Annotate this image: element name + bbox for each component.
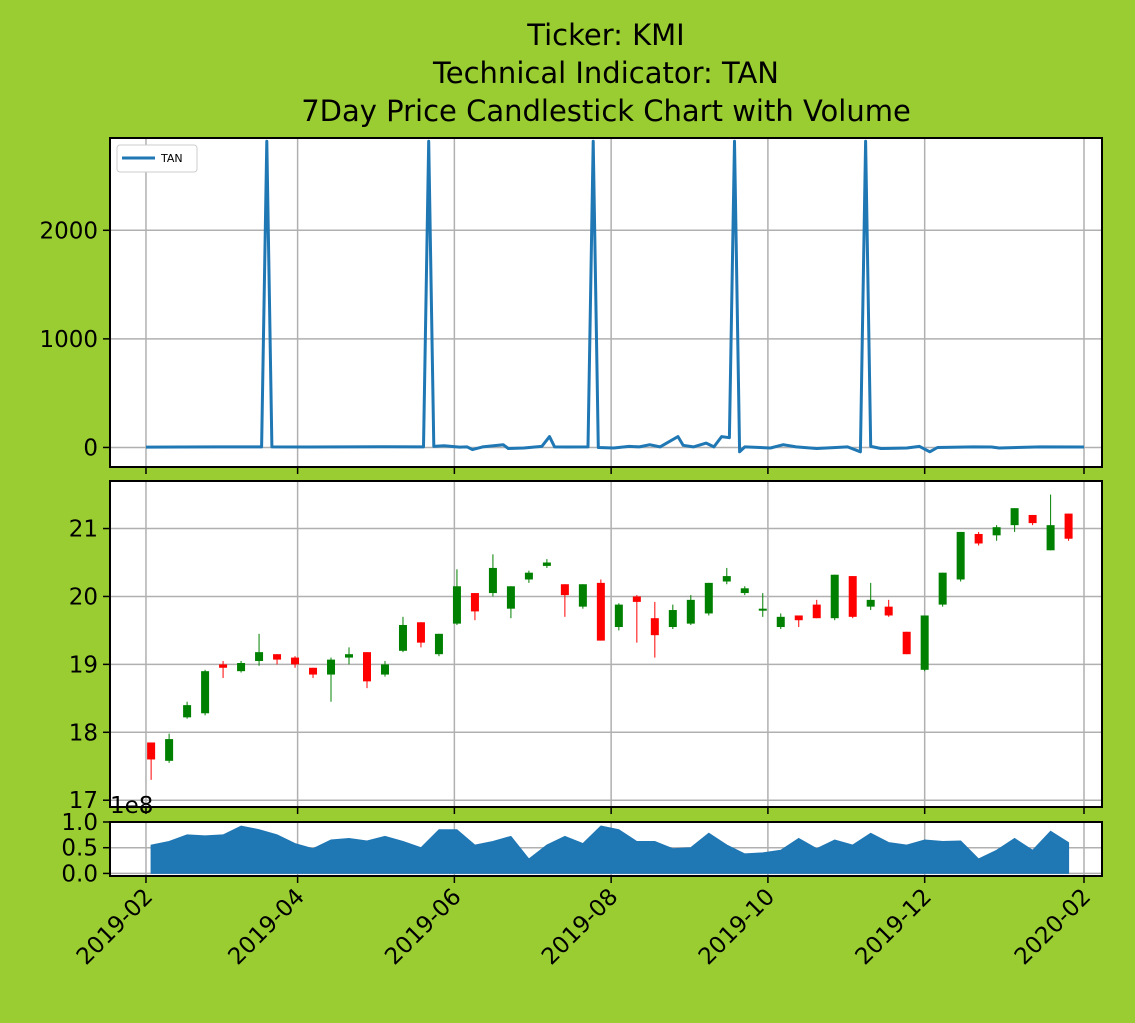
candle-body	[327, 659, 336, 675]
candle-body	[470, 593, 479, 612]
candle-body	[1028, 514, 1037, 524]
candle-body	[776, 616, 785, 628]
candle-body	[183, 705, 192, 718]
indicator-panel-background	[110, 138, 1102, 467]
candle-body	[1046, 525, 1055, 551]
candle-body	[758, 608, 767, 611]
candle-body	[920, 615, 929, 670]
price-y-tick-label: 17	[69, 788, 98, 814]
candle-body	[902, 631, 911, 655]
candle-body	[255, 652, 264, 661]
indicator-y-tick-label: 1000	[39, 327, 98, 353]
x-tick-label: 2019-04	[224, 884, 310, 970]
candle-body	[147, 742, 156, 760]
candle-body	[974, 533, 983, 544]
candle-body	[668, 610, 677, 628]
volume-y-tick-label: 0.0	[61, 861, 98, 887]
candle-body	[1010, 508, 1019, 526]
candle-body	[416, 622, 425, 643]
candle-body	[524, 572, 533, 580]
candle-body	[309, 667, 318, 675]
legend-box	[116, 144, 198, 173]
indicator-y-tick-label: 0	[83, 435, 98, 461]
indicator-panel-frame	[109, 137, 1103, 468]
chart-title-line: Ticker: KMI	[526, 18, 684, 52]
candle-body	[452, 586, 461, 624]
candle-body	[740, 588, 749, 594]
indicator-y-tick-label: 2000	[39, 218, 98, 244]
candle-body	[686, 599, 695, 624]
volume-y-tick-label: 1.0	[61, 810, 98, 836]
x-tick-label: 2019-06	[380, 884, 466, 970]
x-tick-label: 2019-02	[72, 884, 158, 970]
chart-title-line: Technical Indicator: TAN	[432, 56, 779, 90]
candle-body	[704, 582, 713, 614]
candle-body	[506, 586, 515, 609]
price-y-tick-label: 20	[69, 584, 98, 610]
candle-body	[1064, 513, 1073, 539]
candle-body	[938, 572, 947, 605]
candle-body	[398, 624, 407, 651]
candle-body	[650, 618, 659, 636]
candle-body	[201, 671, 210, 714]
candle-body	[632, 596, 641, 602]
price-y-tick-label: 19	[69, 652, 98, 678]
candle-body	[362, 652, 371, 682]
candle-body	[488, 567, 497, 594]
chart-title-line: 7Day Price Candlestick Chart with Volume	[301, 94, 911, 128]
volume-panel-frame	[109, 821, 1103, 877]
x-tick-label: 2019-08	[537, 884, 623, 970]
candle-body	[434, 633, 443, 655]
candle-body	[291, 657, 300, 665]
candle-body	[596, 582, 605, 641]
candle-body	[273, 654, 282, 660]
volume-y-tick-label: 0.5	[61, 836, 98, 862]
candle-body	[578, 584, 587, 607]
x-tick-label: 2020-02	[1010, 884, 1096, 970]
candle-body	[380, 664, 389, 675]
candle-body	[722, 576, 731, 582]
candle-body	[237, 663, 246, 672]
candle-body	[165, 739, 174, 761]
volume-area	[150, 825, 1070, 874]
tan-series-line	[145, 139, 1085, 454]
candle-body	[794, 615, 803, 621]
candle-body	[560, 584, 569, 596]
candle-body	[614, 604, 623, 628]
x-tick-label: 2019-10	[694, 884, 780, 970]
candle-body	[219, 664, 228, 668]
candle-body	[884, 606, 893, 616]
candle-body	[542, 562, 551, 566]
candle-body	[956, 531, 965, 580]
legend-label-tan: TAN	[160, 152, 183, 165]
price-y-tick-label: 21	[69, 517, 98, 543]
price-panel-frame	[109, 480, 1103, 808]
candle-body	[345, 654, 354, 658]
candle-body	[848, 576, 857, 617]
price-panel-background	[110, 481, 1102, 807]
candle-body	[992, 527, 1001, 536]
candle-body	[812, 604, 821, 619]
candle-body	[866, 599, 875, 607]
candle-body	[830, 574, 839, 619]
x-tick-label: 2019-12	[851, 884, 937, 970]
price-y-tick-label: 18	[69, 720, 98, 746]
